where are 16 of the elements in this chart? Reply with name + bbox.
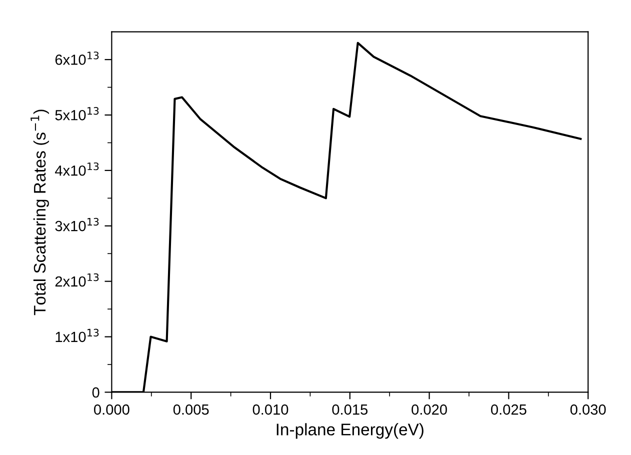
y-tick-label: 2x10$^{13}$ xyxy=(55,273,99,287)
y-tick-label: 4x10$^{13}$ xyxy=(55,162,99,176)
x-tick-label: 0.025 xyxy=(491,404,526,415)
x-tick-label: 0.000 xyxy=(94,404,130,415)
y-tick-label: 1x10$^{13}$ xyxy=(56,328,99,342)
x-tick-label: 0.030 xyxy=(570,404,606,415)
x-axis-title: In-plane Energy(eV) xyxy=(276,423,424,439)
y-tick-label: 5x10$^{13}$ xyxy=(55,107,99,120)
x-tick-label: 0.005 xyxy=(173,404,209,415)
x-tick-label: 0.020 xyxy=(412,404,447,415)
y-axis-title: Total Scattering Rates (s$^{−1}$) xyxy=(30,110,49,316)
x-tick-label: 0.015 xyxy=(332,404,368,415)
y-tick-label: 3x10$^{13}$ xyxy=(55,218,99,232)
x-tick-label: 0.010 xyxy=(252,404,288,415)
y-tick-label: 6x10$^{13}$ xyxy=(55,52,99,65)
y-tick-label: 0 xyxy=(92,387,100,398)
